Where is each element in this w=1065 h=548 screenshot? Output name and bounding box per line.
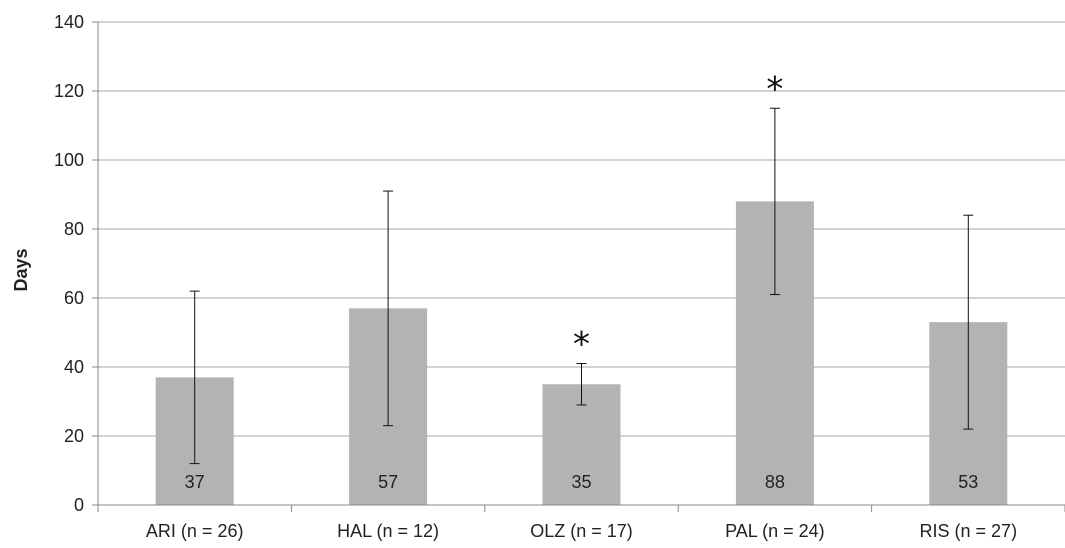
- y-tick-label: 0: [74, 495, 84, 515]
- y-axis-title: Days: [11, 248, 31, 291]
- x-tick-label: PAL (n = 24): [725, 521, 825, 541]
- data-label: 37: [185, 472, 205, 492]
- data-label: 35: [571, 472, 591, 492]
- data-label: 57: [378, 472, 398, 492]
- data-label: 53: [958, 472, 978, 492]
- y-tick-label: 80: [64, 219, 84, 239]
- y-tick-label: 120: [54, 81, 84, 101]
- significance-asterisk: *: [766, 69, 783, 109]
- y-tick-label: 140: [54, 12, 84, 32]
- y-tick-label: 20: [64, 426, 84, 446]
- y-tick-label: 100: [54, 150, 84, 170]
- error-bars: [189, 107, 974, 465]
- data-label: 88: [765, 472, 785, 492]
- significance-asterisk: *: [573, 325, 590, 365]
- labels: 0 20 40 60 80 100 120 140 37 ARI (n = 26) 57 HAL (n…: [54, 12, 1017, 541]
- x-tick-label: ARI (n = 26): [146, 521, 244, 541]
- x-tick-label: HAL (n = 12): [337, 521, 439, 541]
- axes: [92, 21, 1065, 512]
- y-tick-label: 40: [64, 357, 84, 377]
- y-tick-label: 60: [64, 288, 84, 308]
- x-tick-label: RIS (n = 27): [920, 521, 1018, 541]
- gridlines: [98, 21, 1065, 437]
- x-tick-label: OLZ (n = 17): [530, 521, 633, 541]
